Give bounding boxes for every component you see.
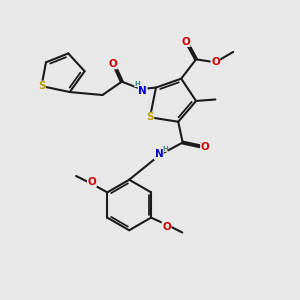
Text: O: O — [211, 57, 220, 67]
Text: S: S — [38, 81, 45, 91]
Text: H: H — [162, 146, 168, 152]
Text: O: O — [109, 59, 117, 69]
Text: H: H — [135, 81, 140, 87]
Text: N: N — [154, 149, 163, 160]
Text: O: O — [88, 177, 96, 187]
Text: S: S — [146, 112, 154, 122]
Text: N: N — [138, 85, 147, 96]
Text: O: O — [201, 142, 209, 152]
Text: O: O — [162, 221, 171, 232]
Text: O: O — [181, 37, 190, 46]
